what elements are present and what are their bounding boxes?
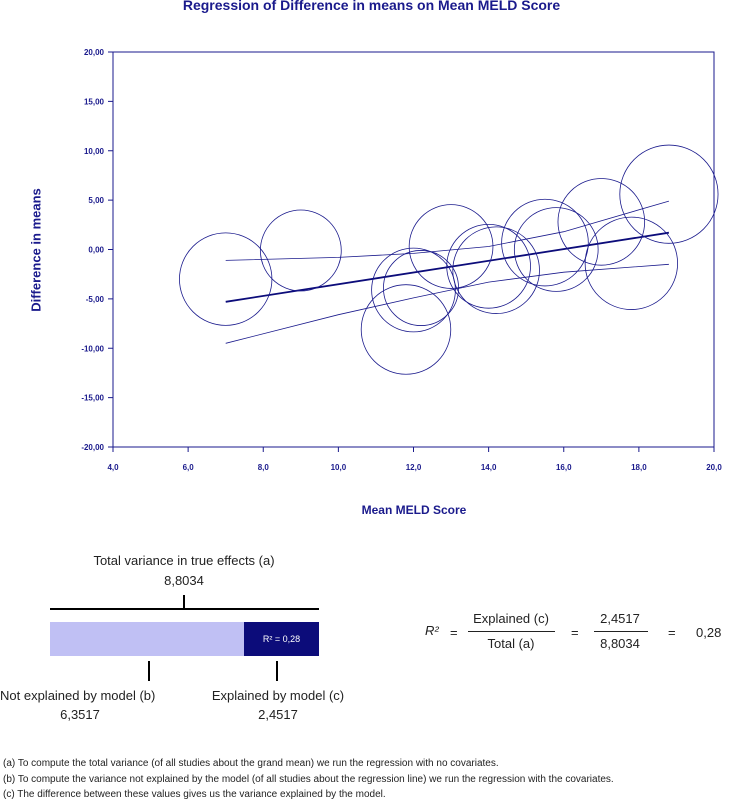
total-bracket-tick	[183, 595, 185, 609]
denominator-total: Total (a)	[487, 636, 535, 651]
y-tick-label: 10,00	[84, 147, 105, 156]
x-tick-label: 12,0	[406, 463, 422, 472]
x-tick-label: 10,0	[331, 463, 347, 472]
plot-frame	[112, 51, 715, 448]
unexplained-variance-bar	[50, 622, 244, 656]
total-variance-value: 8,8034	[164, 573, 204, 588]
y-tick-label: -15,00	[81, 394, 104, 403]
study-bubble	[179, 232, 273, 326]
y-tick-label: -5,00	[86, 295, 105, 304]
x-tick-label: 18,0	[631, 463, 647, 472]
study-bubble	[513, 207, 599, 292]
regression-line	[225, 231, 670, 303]
r-squared-badge: R² = 0,28	[262, 634, 301, 644]
x-axis-title: Mean MELD Score	[361, 503, 467, 517]
y-tick-label: 0,00	[88, 246, 104, 255]
chart-title: Regression of Difference in means on Mea…	[182, 0, 561, 13]
footnotes: (a) To compute the total variance (of al…	[3, 756, 614, 803]
study-bubble	[557, 178, 646, 266]
r-squared-symbol: R²	[425, 623, 439, 638]
fraction-bar-1	[468, 631, 555, 632]
study-bubble	[408, 204, 494, 289]
footnote-a: (a) To compute the total variance (of al…	[3, 758, 499, 769]
x-tick-label: 14,0	[481, 463, 497, 472]
ci-upper-line	[225, 200, 670, 261]
ci-lower-line	[225, 263, 669, 344]
study-bubble	[446, 223, 531, 309]
equals-sign-2: =	[571, 625, 579, 640]
x-tick-label: 4,0	[107, 463, 119, 472]
fraction-bar-2	[594, 631, 648, 632]
equals-sign-3: =	[668, 625, 676, 640]
y-tick-label: 20,00	[84, 48, 105, 57]
x-tick-label: 20,0	[706, 463, 722, 472]
unexplained-value: 6,3517	[60, 707, 100, 722]
y-tick-label: 5,00	[88, 196, 104, 205]
footnote-c: (c) The difference between these values …	[3, 789, 386, 800]
study-bubble	[360, 284, 452, 375]
study-bubble	[619, 144, 719, 244]
total-bracket-line	[50, 608, 319, 610]
unexplained-tick	[148, 661, 150, 681]
study-bubble	[501, 198, 589, 287]
y-tick-label: 15,00	[84, 97, 105, 106]
explained-label: Explained by model (c)	[211, 688, 345, 703]
study-bubble	[452, 226, 540, 314]
x-tick-label: 16,0	[556, 463, 572, 472]
explained-variance-bar: R² = 0,28	[244, 622, 319, 656]
chart-plot: 20,00 15,00 10,00 5,00 0,00 -5,00 -10,00 -15,00…	[81, 48, 722, 472]
x-tick-label: 8,0	[258, 463, 270, 472]
x-tick-label: 6,0	[183, 463, 195, 472]
r-squared-result: 0,28	[696, 625, 722, 640]
explained-tick	[276, 661, 278, 681]
y-tick-label: -10,00	[81, 344, 104, 353]
y-tick-label: -20,00	[81, 443, 104, 452]
footnote-b: (b) To compute the variance not explaine…	[3, 773, 614, 785]
total-variance-label: Total variance in true effects (a)	[93, 553, 275, 568]
denominator-value: 8,8034	[600, 636, 640, 651]
unexplained-label: Not explained by model (b)	[0, 688, 156, 703]
y-axis-title: Difference in means	[28, 188, 44, 312]
equals-sign-1: =	[450, 625, 458, 640]
study-bubble	[371, 247, 456, 333]
numerator-explained: Explained (c)	[473, 611, 549, 626]
numerator-value: 2,4517	[600, 611, 640, 626]
study-bubble	[259, 209, 342, 292]
study-bubble	[584, 216, 678, 310]
explained-value: 2,4517	[258, 707, 298, 722]
